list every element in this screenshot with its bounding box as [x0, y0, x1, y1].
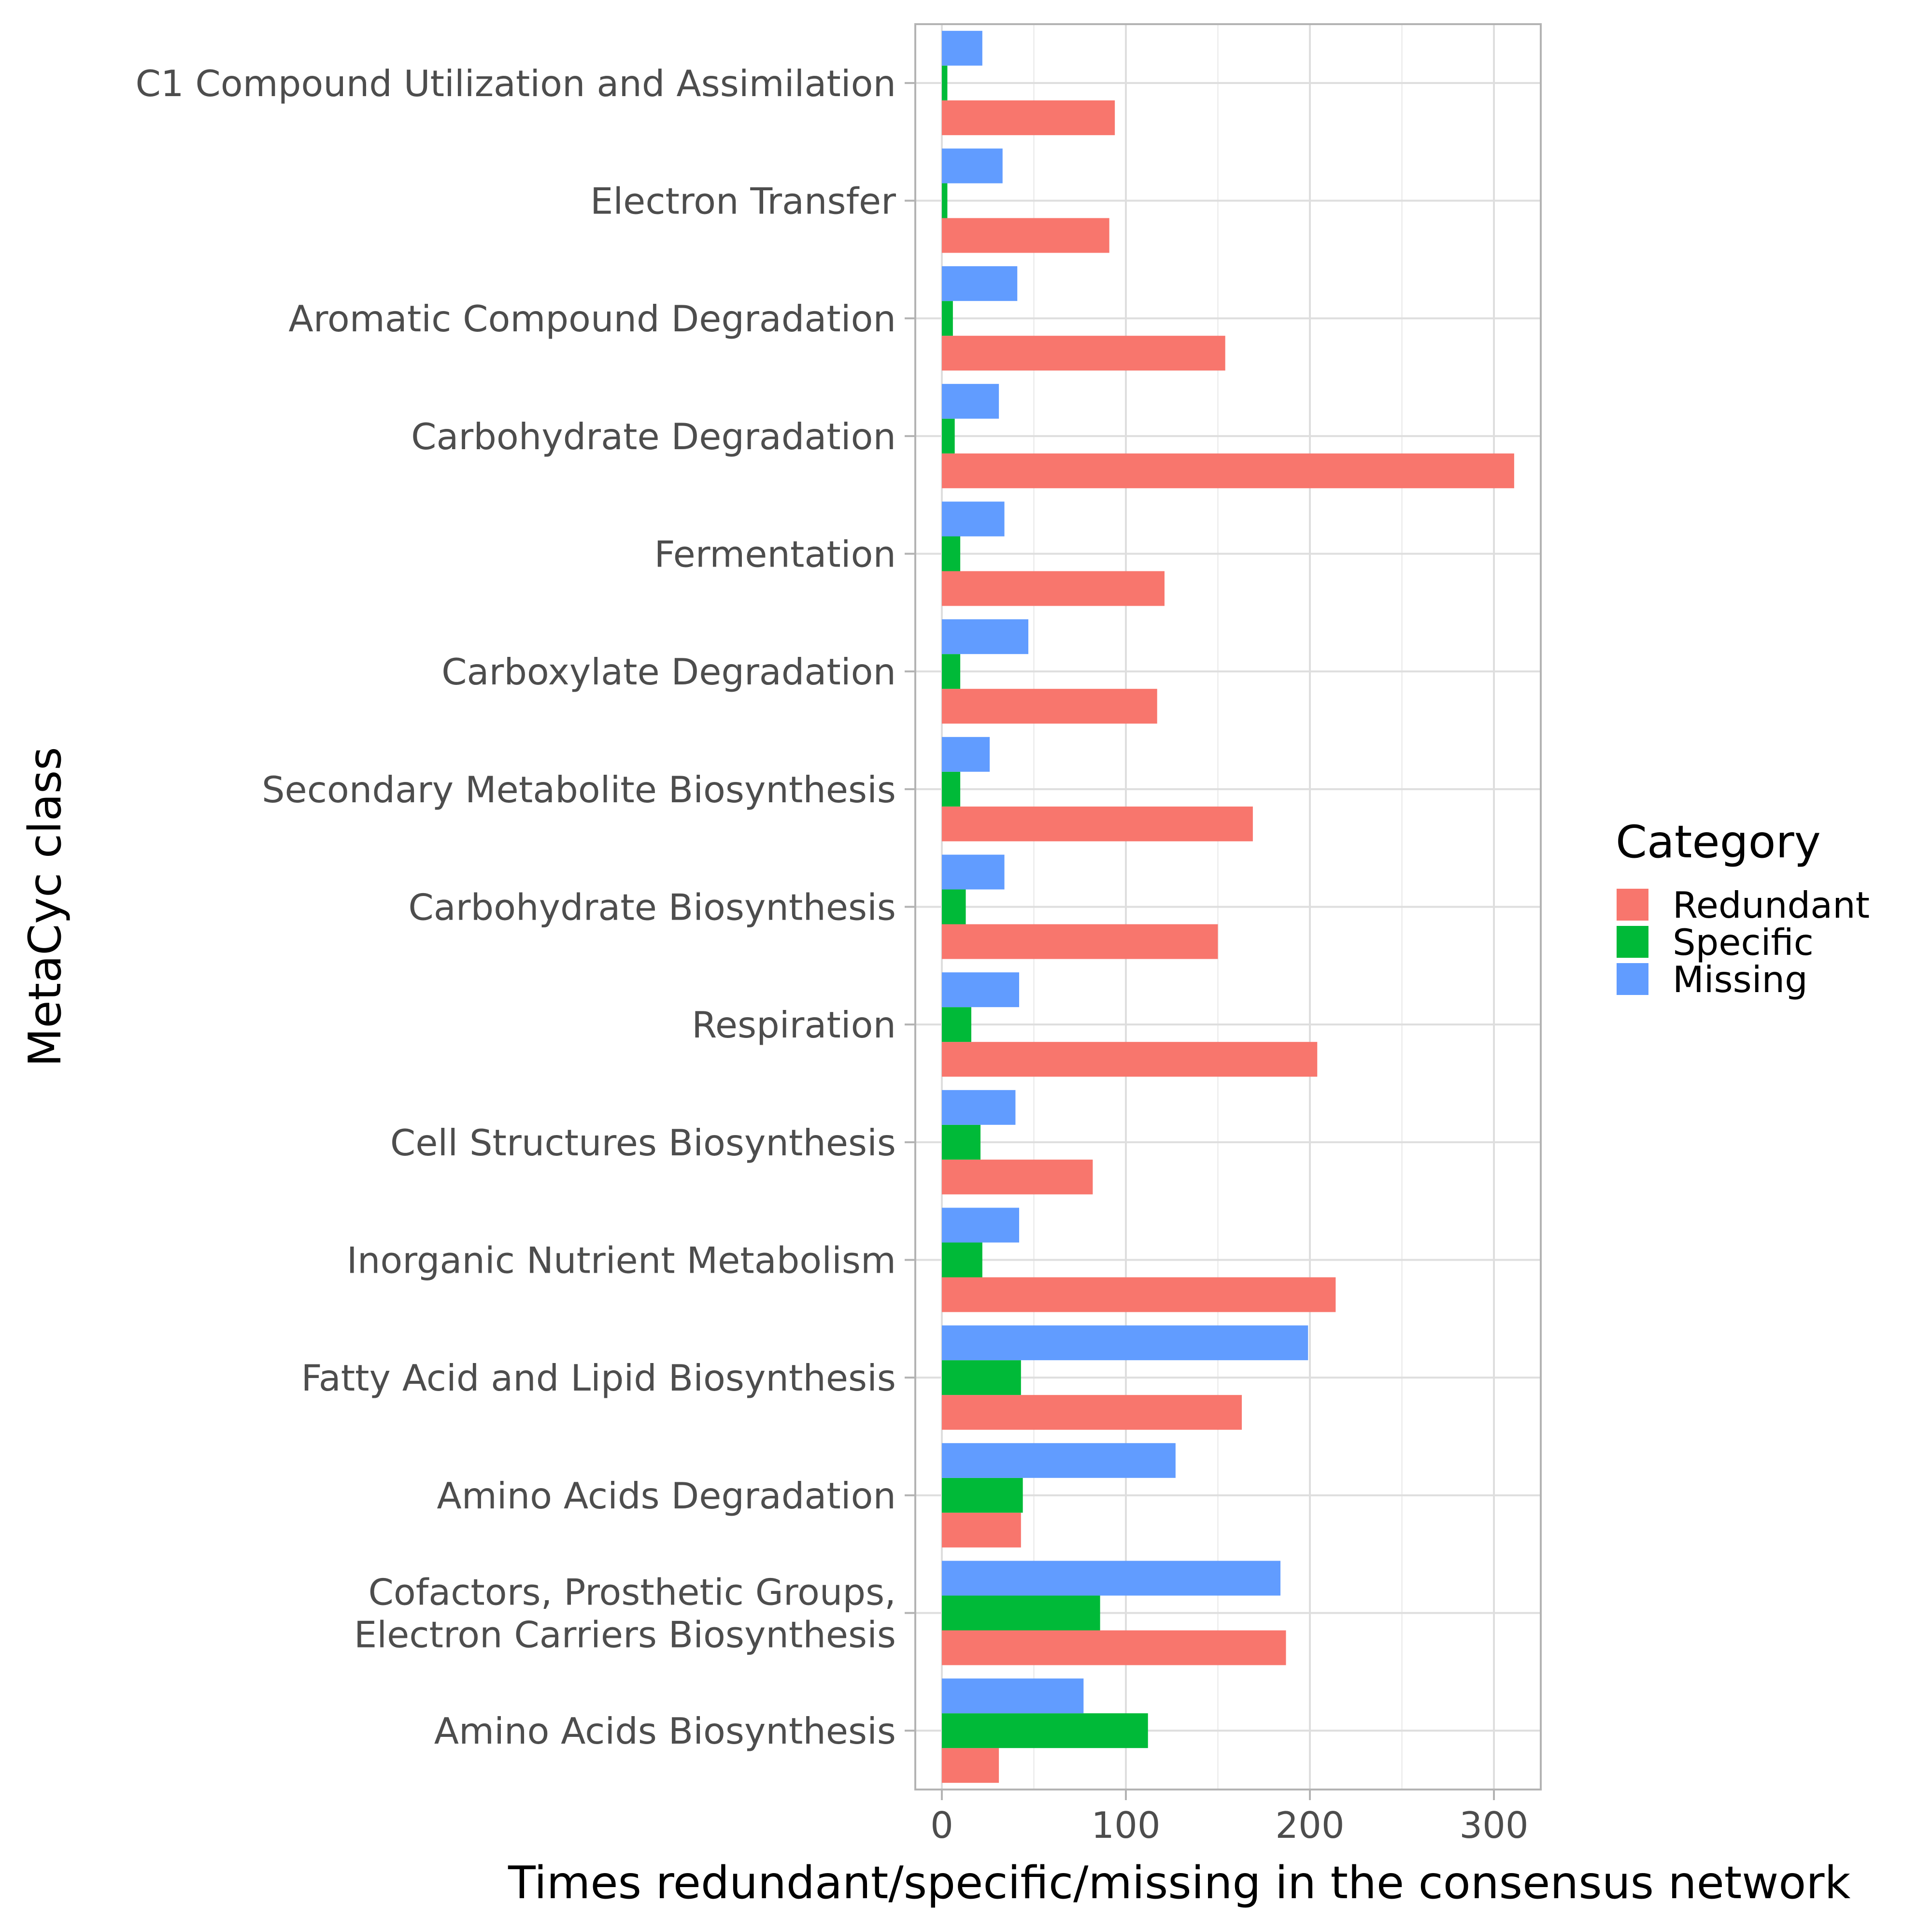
bar-specific — [942, 1124, 981, 1160]
bar-specific — [942, 1007, 971, 1042]
y-tick-label-line: Fatty Acid and Lipid Biosynthesis — [301, 1357, 896, 1399]
bars — [942, 30, 1514, 1783]
y-tick-label: Amino Acids Biosynthesis — [434, 1710, 896, 1752]
bar-specific — [942, 654, 961, 689]
y-tick-label-line: Amino Acids Degradation — [437, 1475, 896, 1517]
y-tick-label: C1 Compound Utilization and Assimilation — [136, 62, 896, 105]
bar-missing — [942, 1443, 1176, 1478]
bar-specific — [942, 301, 953, 336]
y-tick-label-line: Amino Acids Biosynthesis — [434, 1710, 896, 1752]
bar-redundant — [942, 806, 1253, 841]
bar-missing — [942, 384, 999, 419]
bar-redundant — [942, 1159, 1093, 1194]
y-tick-label-line: Cell Structures Biosynthesis — [390, 1122, 896, 1164]
bar-redundant — [942, 571, 1165, 606]
y-tick-label-line: Electron Transfer — [590, 180, 896, 223]
bar-specific — [942, 1360, 1021, 1395]
y-tick-label-line: Respiration — [692, 1004, 896, 1046]
y-tick-label-line: Carbohydrate Degradation — [411, 415, 896, 458]
y-tick-label: Carboxylate Degradation — [441, 651, 896, 693]
bar-redundant — [942, 1512, 1021, 1548]
y-tick-label-line: Carboxylate Degradation — [441, 651, 896, 693]
bar-redundant — [942, 336, 1225, 371]
bar-missing — [942, 266, 1018, 301]
y-tick-label: Secondary Metabolite Biosynthesis — [262, 768, 896, 811]
bar-specific — [942, 65, 948, 100]
y-tick-label: Carbohydrate Degradation — [411, 415, 896, 458]
bar-missing — [942, 30, 982, 66]
bar-redundant — [942, 689, 1157, 724]
axes: C1 Compound Utilization and Assimilation… — [136, 62, 1529, 1847]
bar-redundant — [942, 1395, 1242, 1430]
y-tick-label: Cell Structures Biosynthesis — [390, 1122, 896, 1164]
y-tick-label: Electron Transfer — [590, 180, 896, 223]
y-tick-label: Cofactors, Prosthetic Groups, Electron Ca… — [354, 1571, 896, 1656]
y-tick-label-line: Electron Carriers Biosynthesis — [354, 1614, 896, 1656]
bar-missing — [942, 1208, 1020, 1243]
y-tick-label: Respiration — [692, 1004, 896, 1046]
bar-specific — [942, 1477, 1023, 1513]
bar-missing — [942, 1678, 1084, 1714]
bar-missing — [942, 501, 1005, 537]
bar-specific — [942, 183, 948, 218]
bar-specific — [942, 1713, 1148, 1748]
y-tick-label: Carbohydrate Biosynthesis — [408, 886, 896, 929]
bar-specific — [942, 1242, 982, 1278]
x-axis-title: Times redundant/specific/missing in the … — [508, 1857, 1850, 1909]
bar-redundant — [942, 218, 1109, 253]
legend-title: Category — [1616, 816, 1821, 868]
bar-specific — [942, 536, 961, 571]
legend-key-missing — [1617, 963, 1648, 995]
bar-missing — [942, 854, 1005, 890]
grid-lines — [915, 24, 1541, 1790]
bar-specific — [942, 1595, 1100, 1631]
legend-label-missing: Missing — [1673, 958, 1808, 1001]
bar-missing — [942, 737, 990, 772]
x-tick-label: 300 — [1459, 1804, 1528, 1847]
y-tick-label: Aromatic Compound Degradation — [288, 298, 896, 340]
bar-specific — [942, 889, 966, 924]
y-tick-label-line: Secondary Metabolite Biosynthesis — [262, 768, 896, 811]
bar-redundant — [942, 453, 1514, 488]
y-tick-label-line: Carbohydrate Biosynthesis — [408, 886, 896, 929]
bar-missing — [942, 972, 1020, 1008]
y-tick-label-line: Fermentation — [654, 533, 896, 576]
y-tick-label-line: Inorganic Nutrient Metabolism — [347, 1239, 896, 1282]
y-axis-title: MetaCyc class — [19, 747, 71, 1066]
bar-redundant — [942, 1630, 1286, 1665]
legend-label-redundant: Redundant — [1673, 884, 1870, 926]
bar-missing — [942, 1325, 1308, 1361]
bar-missing — [942, 1561, 1281, 1596]
bar-redundant — [942, 100, 1115, 135]
y-tick-label-line: Cofactors, Prosthetic Groups, — [369, 1571, 896, 1614]
y-tick-label: Fatty Acid and Lipid Biosynthesis — [301, 1357, 896, 1399]
y-tick-label: Amino Acids Degradation — [437, 1475, 896, 1517]
x-tick-label: 100 — [1091, 1804, 1160, 1847]
bar-missing — [942, 619, 1029, 654]
x-tick-label: 0 — [930, 1804, 953, 1847]
y-tick-label-line: C1 Compound Utilization and Assimilation — [136, 62, 896, 105]
legend-label-specific: Specific — [1673, 921, 1814, 964]
x-tick-label: 200 — [1275, 1804, 1344, 1847]
legend-key-specific — [1617, 926, 1648, 958]
legend-key-redundant — [1617, 889, 1648, 921]
y-tick-label: Inorganic Nutrient Metabolism — [347, 1239, 896, 1282]
y-tick-label-line: Aromatic Compound Degradation — [288, 298, 896, 340]
bar-specific — [942, 418, 955, 454]
bar-missing — [942, 1090, 1016, 1125]
bar-redundant — [942, 1042, 1318, 1077]
bar-specific — [942, 771, 961, 807]
bar-redundant — [942, 1748, 999, 1783]
bar-missing — [942, 148, 1003, 184]
bar-redundant — [942, 1277, 1336, 1312]
y-tick-label: Fermentation — [654, 533, 896, 576]
bar-redundant — [942, 924, 1218, 959]
